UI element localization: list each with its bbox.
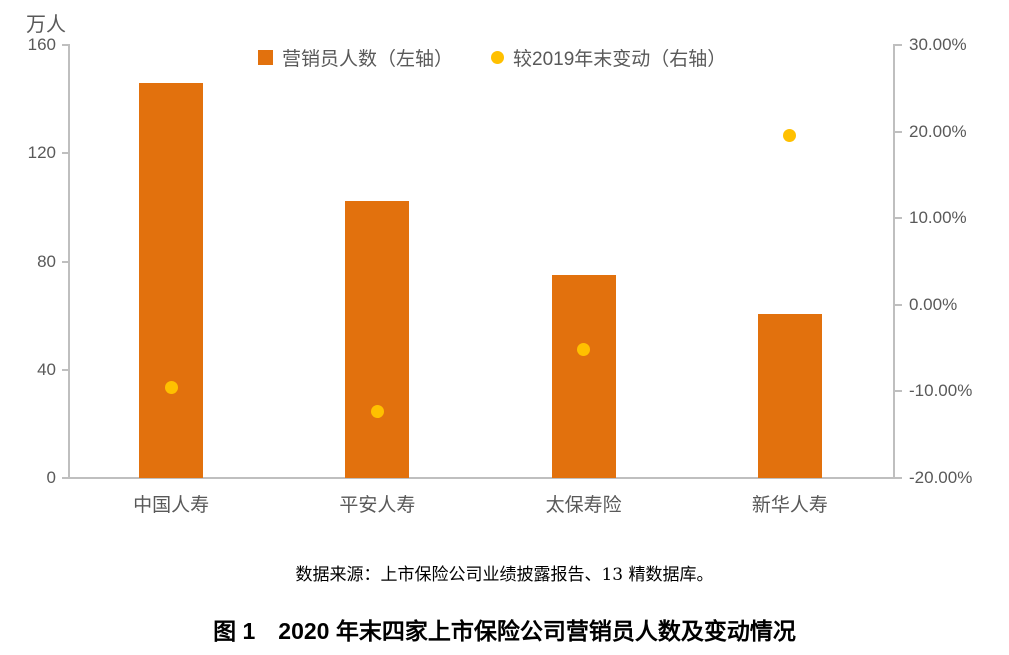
right-axis-tick-label: -10.00% bbox=[909, 381, 973, 401]
legend-label-agents: 营销员人数（左轴） bbox=[282, 49, 454, 70]
left-axis-tick bbox=[62, 477, 69, 479]
dot-series-swatch-icon bbox=[491, 51, 505, 64]
change-dot bbox=[783, 129, 797, 143]
left-axis-tick-label: 160 bbox=[27, 35, 56, 54]
left-axis-line bbox=[68, 44, 70, 479]
right-axis-tick-label: -20.00% bbox=[909, 468, 973, 487]
left-axis-tick-label: 40 bbox=[37, 359, 56, 379]
right-axis-tick bbox=[894, 130, 902, 133]
right-axis-tick-label: 20.00% bbox=[909, 121, 967, 141]
change-dot bbox=[164, 381, 178, 395]
chart-legend: 营销员人数（左轴） 较2019年末变动（右轴） bbox=[258, 44, 726, 71]
right-axis-tick bbox=[894, 477, 902, 479]
left-axis-tick-label: 80 bbox=[37, 251, 56, 271]
left-axis-tick-label: 0 bbox=[46, 468, 56, 487]
category-label: 中国人寿 bbox=[133, 495, 210, 516]
bar bbox=[139, 83, 204, 478]
data-source-note: 数据来源：上市保险公司业绩披露报告、13 精数据库。 bbox=[295, 565, 714, 585]
right-axis-tick-label: 10.00% bbox=[909, 208, 967, 228]
left-axis-tick bbox=[62, 260, 69, 263]
bar bbox=[757, 314, 822, 478]
bar-series-swatch-icon bbox=[258, 50, 273, 65]
bar bbox=[345, 200, 410, 478]
right-axis-line bbox=[893, 44, 895, 479]
left-axis-tick-label: 120 bbox=[27, 143, 56, 163]
right-axis-tick bbox=[894, 390, 902, 393]
legend-item-change: 较2019年末变动（右轴） bbox=[491, 44, 726, 71]
right-axis-tick bbox=[894, 303, 902, 306]
right-axis-tick bbox=[894, 217, 902, 220]
figure-caption: 图 1 2020 年末四家上市保险公司营销员人数及变动情况 bbox=[213, 618, 796, 644]
right-axis-tick bbox=[894, 44, 902, 46]
right-axis-tick-label: 0.00% bbox=[909, 294, 958, 314]
left-axis-tick bbox=[62, 368, 69, 371]
right-axis-tick-label: 30.00% bbox=[909, 35, 967, 54]
left-axis-tick bbox=[62, 152, 69, 155]
category-label: 新华人寿 bbox=[751, 495, 828, 516]
change-dot bbox=[370, 404, 384, 418]
category-axis-line bbox=[62, 477, 901, 479]
legend-label-change: 较2019年末变动（右轴） bbox=[513, 49, 727, 70]
change-dot bbox=[577, 343, 591, 357]
bar bbox=[551, 275, 616, 478]
left-axis-unit-label: 万人 bbox=[26, 14, 66, 36]
category-label: 平安人寿 bbox=[339, 495, 416, 516]
legend-item-agents: 营销员人数（左轴） bbox=[258, 44, 453, 71]
category-label: 太保寿险 bbox=[545, 495, 622, 516]
left-axis-tick bbox=[62, 44, 69, 46]
